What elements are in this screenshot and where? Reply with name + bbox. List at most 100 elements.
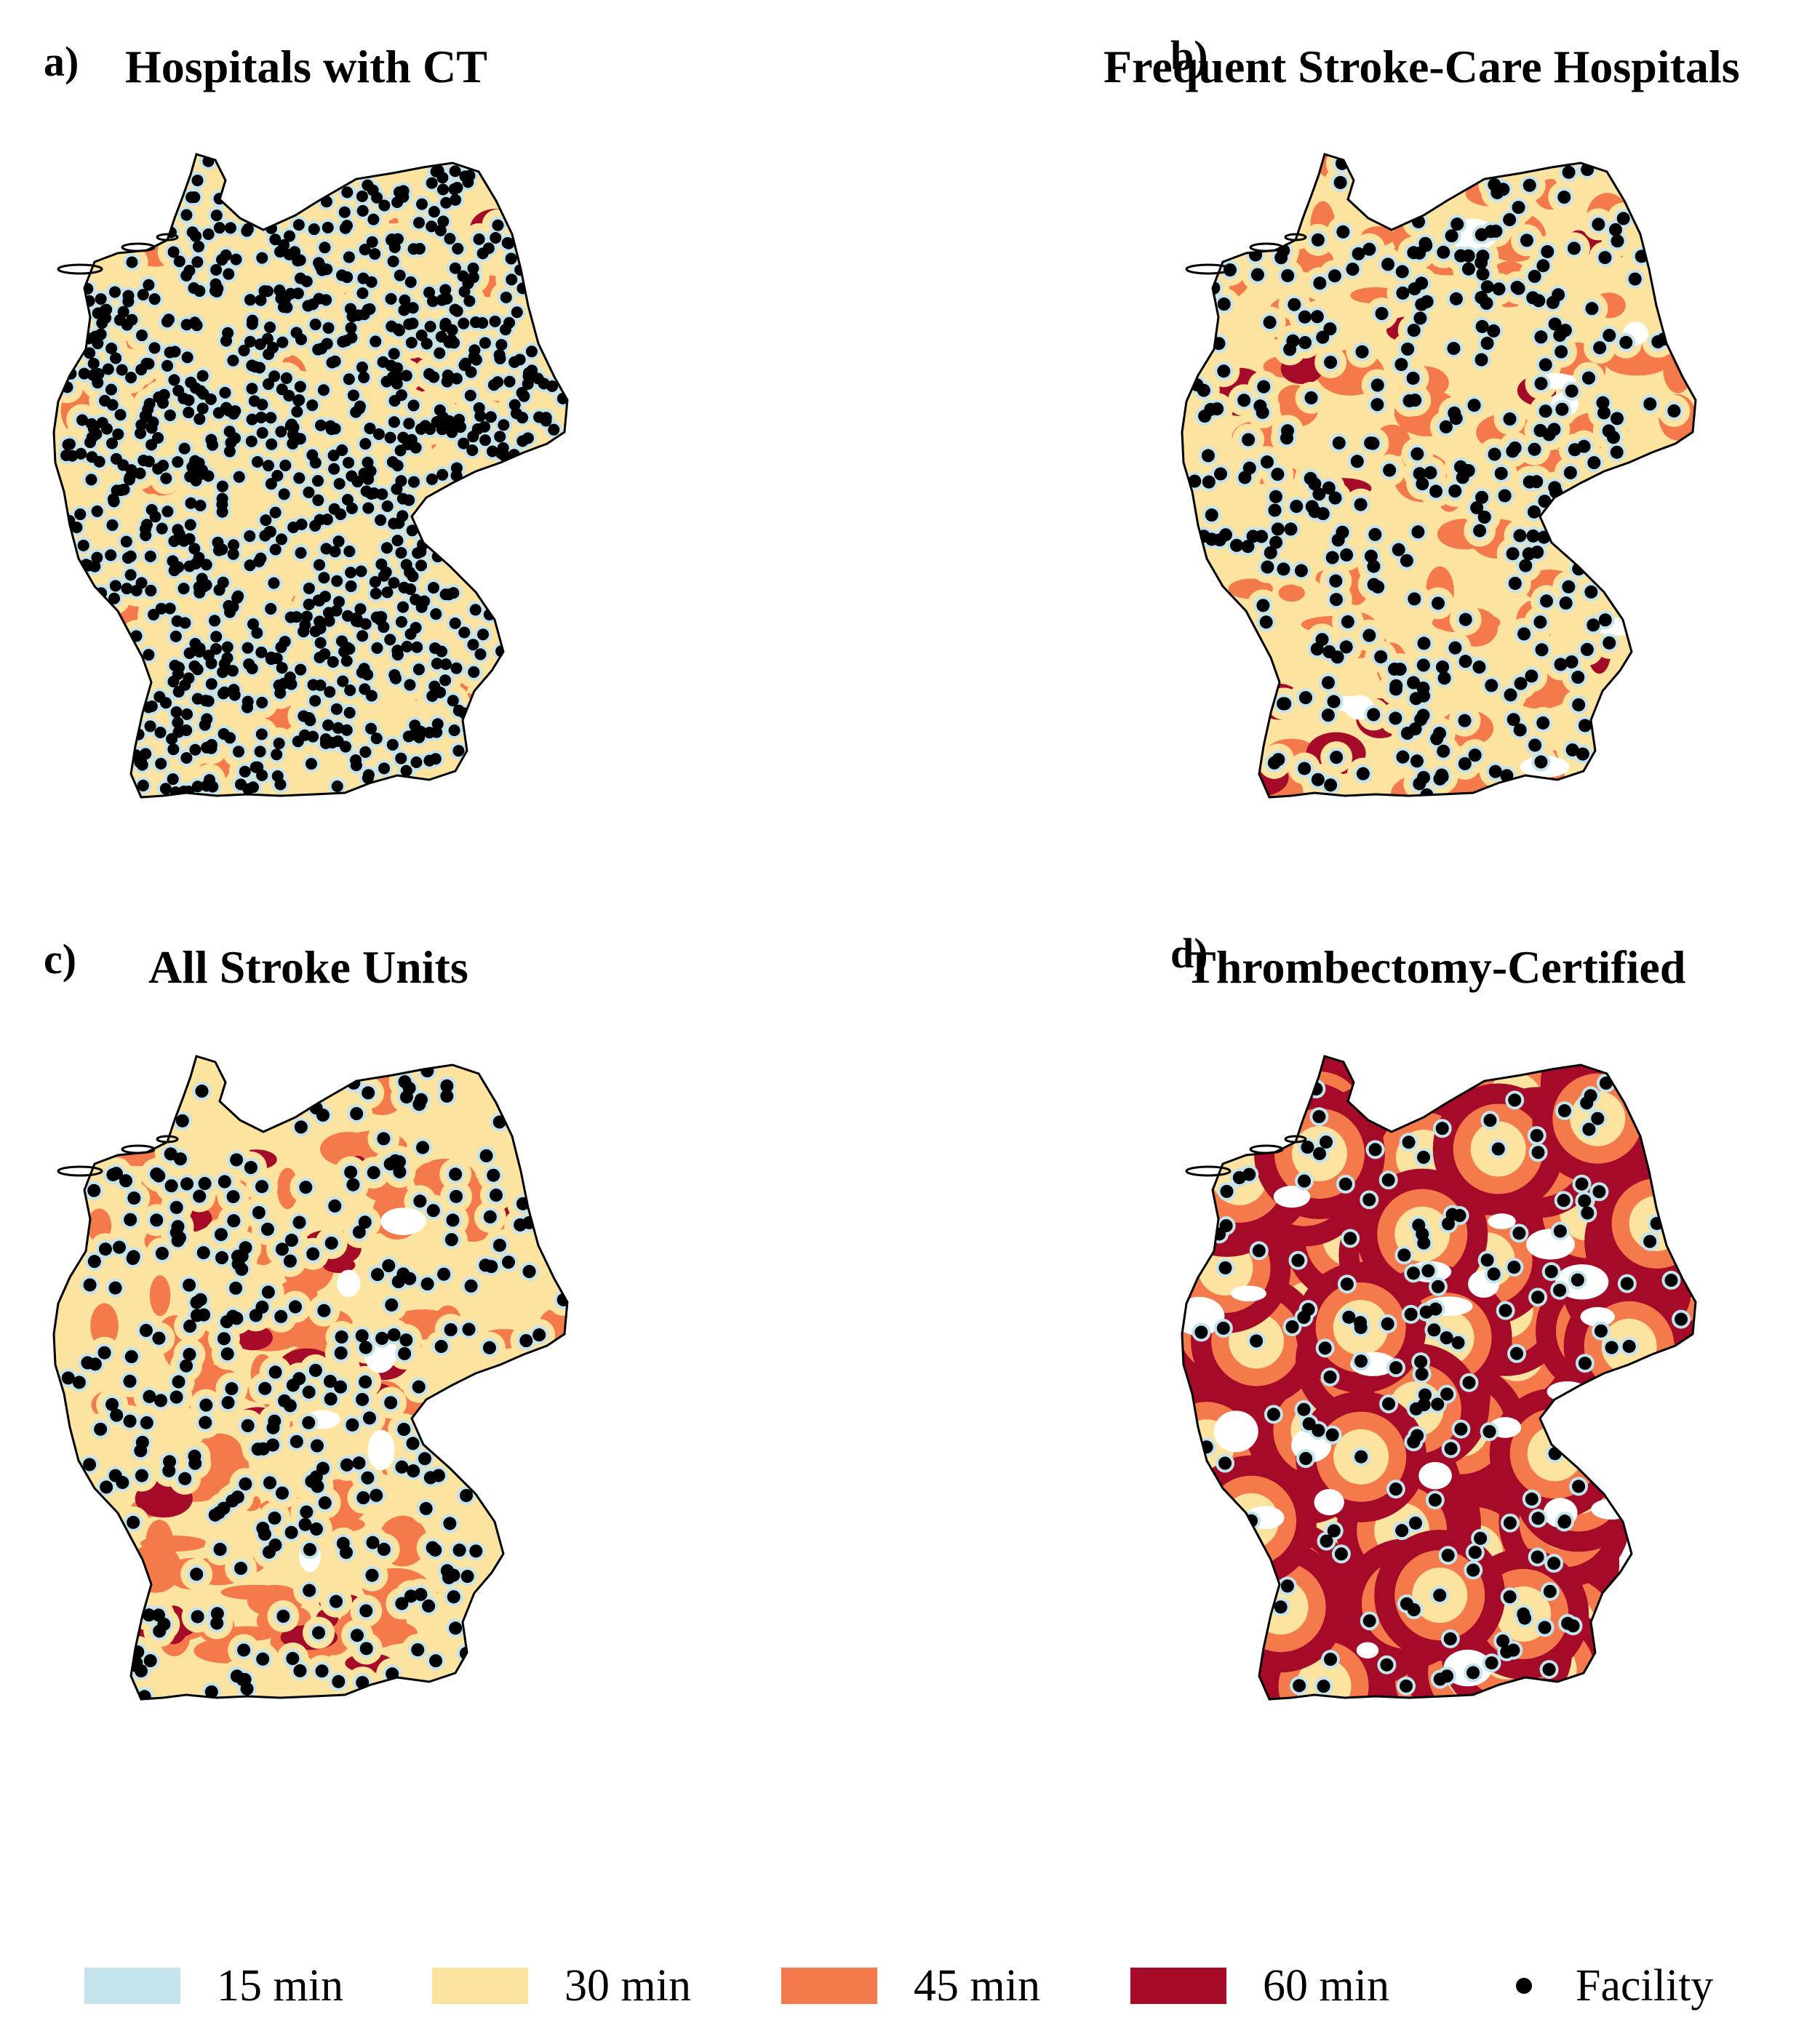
facility-dot [218,658,231,670]
facility-dot [370,732,383,745]
facility-dot [169,1390,183,1404]
facility-dot [404,276,417,288]
facility-dot [1602,424,1616,438]
facility-dot [458,317,470,330]
facility-dot [265,651,277,663]
facility-dot [145,584,157,596]
facility-dot [108,592,121,604]
facility-dot [420,338,433,350]
facility-dot [404,1589,418,1603]
facility-dot [230,1153,244,1167]
facility-dot [1512,201,1525,215]
facility-dot [365,690,378,702]
facility-dot [386,738,399,751]
facility-dot [136,330,148,342]
facility-dot [155,757,167,770]
facility-dot [1333,175,1347,189]
facility-dot [193,551,205,564]
facility-dot [242,695,254,708]
facility-dot [1269,490,1282,503]
facility-dot [188,316,201,329]
facility-dot [508,399,521,411]
facility-dot [161,506,174,518]
facility-dot [312,1626,326,1640]
facility-dot [279,292,292,305]
facility-dot [1374,650,1388,663]
facility-dot [1202,475,1216,489]
facility-dot [1436,660,1450,674]
facility-dot [322,221,334,233]
facility-dot [276,533,288,546]
facility-dot [315,1664,329,1678]
facility-dot [500,291,512,303]
facility-dot [94,1422,108,1436]
facility-dot [85,418,97,430]
facility-dot [1255,530,1269,543]
facility-dot [450,372,463,385]
facility-dot [313,594,325,607]
facility-dot [1565,743,1579,756]
facility-dot [110,452,122,465]
facility-dot [407,302,419,314]
facility-dot [1313,276,1327,290]
facility-dot [239,765,251,778]
country-outline [52,1055,569,1701]
facility-dot [1395,265,1409,279]
facility-dot [255,294,267,306]
facility-dot [1389,679,1403,692]
facility-dot [452,1544,466,1557]
facility-dot [414,1588,428,1602]
facility-dot [1413,311,1427,325]
facility-dot [1188,474,1202,488]
facility-dot [1257,380,1271,394]
facility-dot [155,1247,169,1261]
facility-dot [340,655,353,667]
facility-dot [271,748,283,761]
facility-dot [362,1086,375,1100]
facility-dot [1383,463,1397,477]
facility-dot [314,636,327,649]
facility-dot [426,473,438,485]
facility-dot [415,423,427,435]
facility-dot [460,1488,474,1502]
facility-dot [1480,336,1494,350]
facility-dot [341,642,354,654]
facility-dot [1437,744,1450,758]
panel-d: d) Thrombectomy-Certified [910,902,1820,1804]
facility-dot [100,423,113,435]
panel-letter: b) [1170,32,1208,79]
facility-dot [323,1374,337,1388]
facility-dot [1364,549,1378,563]
facility-dot [1562,580,1576,594]
facility-dot [127,1191,141,1205]
facility-dot [381,586,394,599]
facility-dot [273,738,285,750]
facility-dot [1448,406,1461,420]
facility-dot [518,390,530,402]
facility-dot [328,463,340,475]
facility-dot [1328,269,1341,283]
facility-dot [352,1225,366,1239]
isochrone-zone [1278,584,1305,602]
facility-dot [1488,764,1502,778]
facility-dot [473,233,485,245]
facility-dot [210,1616,224,1630]
facility-dot [323,615,335,627]
facility-dot [246,413,258,426]
facility-dot [1458,612,1472,626]
facility-dot [394,269,406,282]
facility-dot [1572,698,1586,711]
facility-dot [482,1341,496,1354]
facility-dot [347,389,359,402]
facility-dot [302,300,314,312]
facility-dot [1568,443,1581,457]
facility-dot [1494,466,1508,480]
facility-dot [220,249,232,261]
facility-dot [212,536,224,548]
facility-dot [1339,640,1353,654]
facility-dot [418,595,431,607]
facility-dot [1477,510,1491,524]
facility-dot [247,781,259,794]
facility-dot [411,1643,425,1657]
facility-dot [1576,747,1589,761]
